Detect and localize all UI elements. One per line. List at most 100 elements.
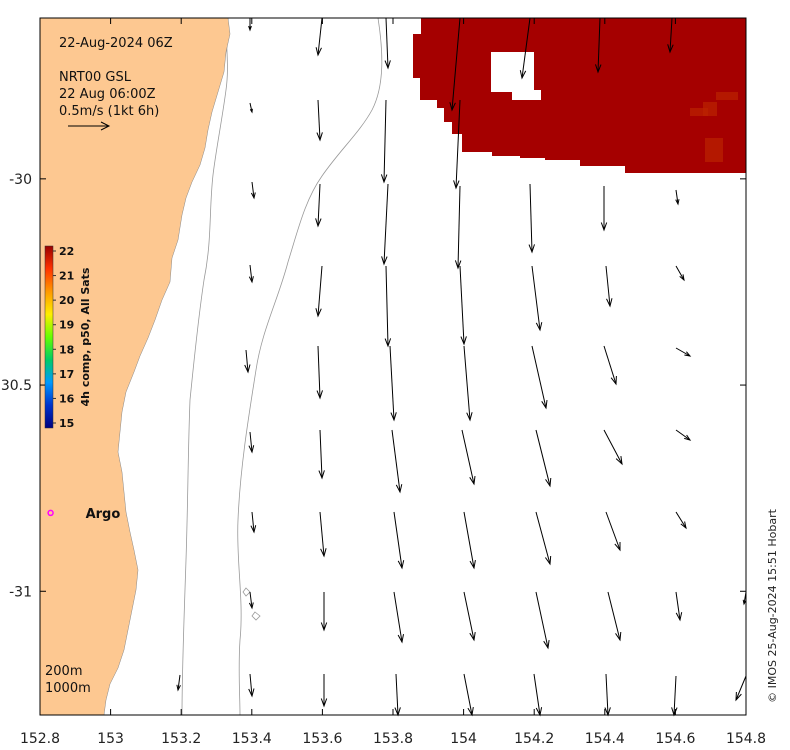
current-vector [316,99,323,142]
argo-float: Argo [47,507,121,522]
y-tick-label: 30.5 [1,378,32,394]
colorbar-tick-label: 22 [59,245,74,258]
current-vector [607,591,622,642]
current-vector [319,511,327,558]
colorbar-tick-label: 17 [59,368,74,381]
current-vector [248,431,255,454]
current-vector [315,183,322,228]
colorbar-tick-label: 18 [59,343,74,356]
x-tick-label: 154.4 [585,731,625,747]
current-vector [603,429,623,466]
colorbar-tick-label: 19 [59,319,74,332]
current-vector [453,99,461,190]
current-vector [384,17,391,70]
depth-legend: 200m 1000m [45,664,91,696]
colorbar-tick-label: 21 [59,270,74,283]
current-vector [248,591,254,610]
current-vector [604,673,611,717]
current-vector [531,265,543,332]
isobath-1000m [237,17,383,716]
current-vector [244,349,251,374]
argo-label: Argo [86,507,121,522]
current-vector [535,429,552,488]
current-vector [603,345,617,386]
colorbar-tick-label: 20 [59,294,75,307]
current-vector [249,102,253,114]
x-tick-label: 152.8 [20,731,60,747]
current-vector [519,17,531,80]
x-tick-label: 153.4 [232,731,272,747]
current-vector [675,429,692,441]
scale-arrow-label: 0.5m/s (1kt 6h) [59,104,159,119]
colorbar-ticks: 22 21 20 19 18 17 16 15 [53,245,75,430]
scale-arrow [68,121,111,131]
current-vector [391,429,403,494]
info-panel: 22-Aug-2024 06Z NRT00 GSL 22 Aug 06:00Z … [59,36,173,131]
current-vector [463,673,474,717]
product-label: NRT00 GSL [59,70,132,85]
current-arrow-layer [176,17,747,717]
isobath-seamount [251,611,261,621]
sst-patch-layer [413,18,746,173]
axis-ticks: 152.8 153 153.2 153.4 153.6 153.8 154 154.2 154.… [1,18,766,747]
current-vector [535,511,552,566]
x-tick-label: 154.6 [655,731,695,747]
current-vector [533,673,543,717]
colorbar: 22 21 20 19 18 17 16 15 4h comp, p50, All Sats [44,245,92,430]
x-tick-label: 154.8 [726,731,766,747]
current-vector [463,511,476,570]
sst-data-gap [491,52,541,100]
current-vector [393,511,405,570]
x-tick-label: 153.2 [161,731,201,747]
argo-marker [47,509,54,517]
product-time: 22 Aug 06:00Z [59,87,156,102]
colorbar-tick-label: 16 [59,392,75,405]
y-tick-label: -31 [9,584,32,600]
isobath-layer [181,17,383,716]
current-vector [463,345,473,422]
current-vector [449,17,461,112]
current-vector [459,265,467,346]
current-vector [463,591,476,642]
current-vector [667,17,674,54]
current-vector [735,675,747,702]
x-tick-label: 153.6 [302,731,342,747]
current-vector [605,511,621,552]
land-layer [39,17,231,716]
colorbar-title: 4h comp, p50, All Sats [79,267,92,406]
current-vector [381,183,389,266]
date-label: 22-Aug-2024 06Z [59,36,173,51]
current-vector [316,345,323,400]
current-vector [320,592,328,632]
current-vector [315,265,323,318]
sst-warm-pixel [705,138,723,162]
x-tick-label: 154 [450,731,477,747]
current-vector [675,265,685,282]
current-vector [528,183,535,254]
current-vector [318,429,325,480]
current-vector [248,673,255,698]
colorbar-tick-label: 15 [59,417,74,430]
current-vector [250,181,256,200]
x-tick-label: 153 [97,731,124,747]
sst-warm-patch [413,18,746,173]
current-vector [384,265,392,348]
current-vector [605,265,613,308]
current-vector [535,591,550,650]
sst-warm-pixel [716,92,738,100]
current-vector [454,185,462,270]
current-vector [595,17,602,74]
colorbar-ramp [44,245,54,429]
current-vector [389,345,397,422]
current-vector [531,345,548,410]
depth-legend-200m: 200m [45,664,82,679]
current-vector [393,591,404,644]
current-vector [315,17,323,57]
y-tick-label: -30 [9,172,32,188]
current-vector [675,511,687,530]
current-vector [380,99,388,184]
current-vector [675,347,692,357]
x-tick-label: 153.8 [373,731,413,747]
current-vector [394,673,401,717]
